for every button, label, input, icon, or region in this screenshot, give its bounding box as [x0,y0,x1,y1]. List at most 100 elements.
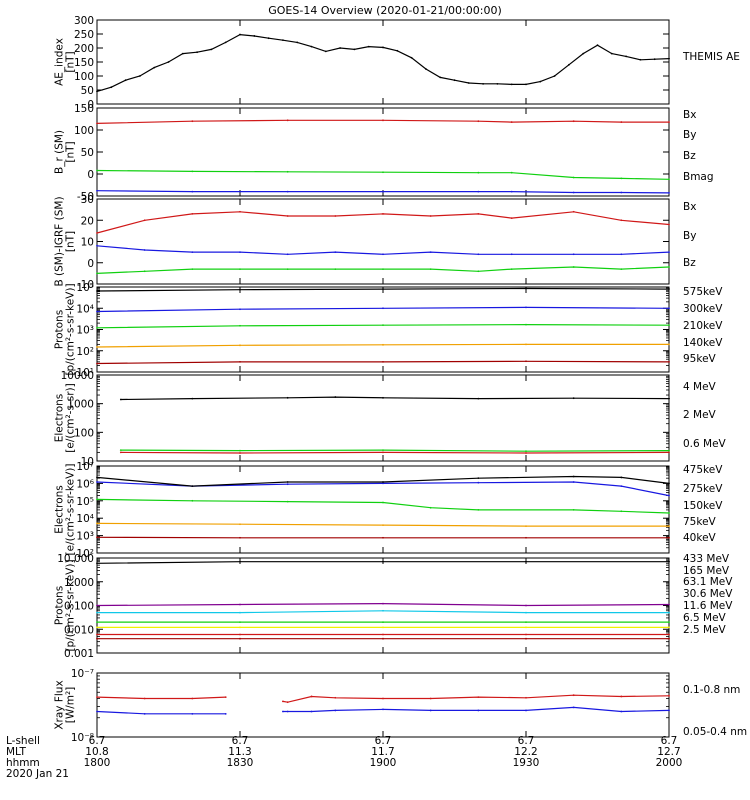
data-point [510,268,513,271]
data-point [510,171,513,174]
data-point [572,475,575,478]
data-point [96,169,98,172]
data-point [572,253,575,256]
time-axis-lshell-value: 6.7 [232,735,249,747]
data-point [510,217,513,220]
legend-label: Bz [683,257,696,269]
data-point [572,266,575,268]
data-point [525,450,527,453]
data-point [239,251,241,254]
y-tick-label: 10⁻⁸ [71,732,94,744]
data-point [382,524,384,527]
data-point [382,536,384,539]
y-tick-label: 1.000 [64,577,94,589]
panel-frame [96,198,670,285]
data-point [477,696,480,699]
data-point [596,44,599,47]
y-tick-label: 10 [81,237,94,249]
y-tick-label: 150 [74,103,94,115]
data-point [668,57,670,60]
data-point [286,190,289,193]
data-point [572,397,575,400]
data-point [224,696,227,699]
data-point [525,709,527,712]
data-point [525,323,527,326]
y-axis-title: AE_index[nT] [54,38,77,86]
y-axis-title: Protons[p/(cm²-s-sr-keV)] [54,559,77,651]
data-point [477,171,480,174]
y-tick-label: 10⁶ [76,478,94,490]
data-point [572,191,575,194]
data-point [620,510,623,513]
data-point [191,697,194,700]
data-point [96,621,98,624]
data-point [181,52,184,55]
data-point [382,501,384,504]
data-point [110,86,113,89]
data-point [525,560,527,563]
data-point [668,251,670,254]
y-tick-label: 10² [76,346,94,358]
y-tick-label: 10⁴ [76,303,94,315]
data-point [429,697,432,700]
data-point [510,83,513,86]
data-point [525,452,527,454]
data-point [239,603,241,606]
y-tick-label: 0.010 [64,624,94,636]
data-point [510,253,513,256]
data-point [239,449,241,452]
y-axis-title: Electrons[e/(cm²-s-sr)] [54,383,77,452]
data-point [382,253,384,256]
data-point [96,244,98,247]
time-axis-hhmm-value: 2000 [656,757,683,769]
series-line-themis-ae [96,33,670,92]
data-point [96,346,98,348]
panel-2: -50 0 50 100 150 B_r (SM)[nT] Bx By Bz Bmag [54,103,714,203]
data-point [668,633,670,636]
data-point [429,215,432,217]
data-point [382,602,384,605]
time-axis-hhmm-value: 1900 [370,757,397,769]
data-point [620,191,623,194]
legend-label: 210keV [683,320,723,332]
data-point [334,696,337,699]
legend-label: 95keV [683,353,717,365]
data-point [668,343,670,346]
data-point [477,212,480,215]
data-point [668,451,670,454]
panel-3: -10 0 10 20 30 B (SM)-IGRF (SM)[nT] Bx By Bz [54,194,697,291]
data-point [382,449,384,452]
data-point [239,452,241,454]
data-point [286,500,289,503]
time-axis-lshell-value: 6.7 [375,735,392,747]
data-point [525,637,527,640]
legend-label: 75keV [683,516,717,528]
time-axis-lshell-value: 6.7 [89,735,106,747]
data-point [382,560,384,563]
series-line-0-1-0-8-nm [96,696,226,700]
series-line-4-mev [120,451,670,454]
row-label-mlt: MLT [6,746,26,758]
data-point [124,79,127,82]
data-point [668,178,670,181]
data-point [382,621,384,624]
data-point [572,706,575,709]
data-point [224,41,227,44]
data-point [239,633,241,636]
data-point [525,633,527,636]
row-label-hhmm: hhmm [6,757,40,769]
data-point [668,512,670,514]
data-point [191,268,194,271]
data-point [239,536,241,539]
data-point [553,75,556,77]
data-point [239,637,241,640]
y-tick-label: 50 [81,147,94,159]
data-point [239,324,241,327]
data-point [310,710,313,713]
panel-4: 10¹ 10² 10³ 10⁴ 10⁵Protons[p/(cm²-s-sr-keV)]… [54,282,724,379]
series-line-2-mev [120,449,670,452]
data-point [286,396,289,399]
y-tick-label: 10000 [61,370,94,382]
